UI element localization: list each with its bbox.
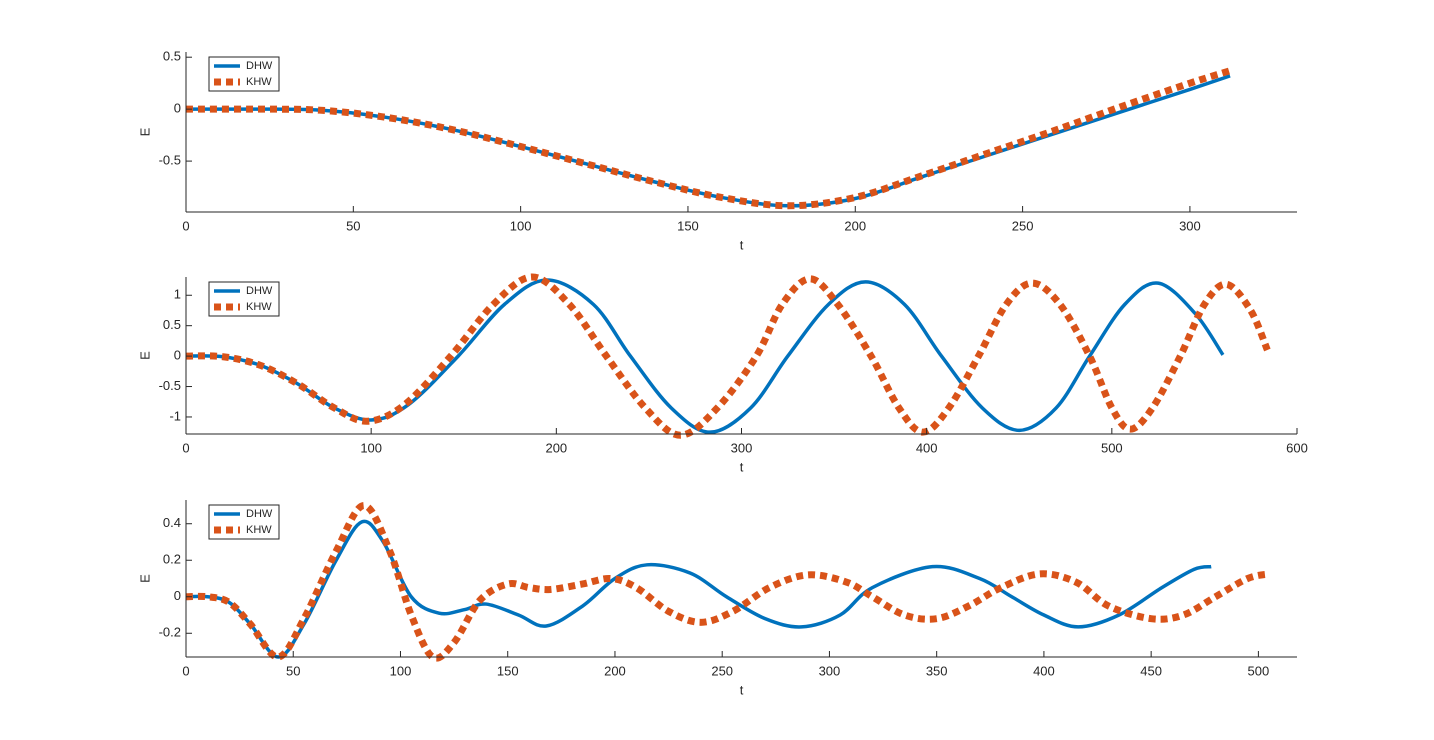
x-tick-label: 400: [1033, 663, 1055, 678]
x-tick-label: 50: [286, 663, 300, 678]
data-line: [185, 519, 1212, 659]
x-tick-label: 450: [1140, 663, 1162, 678]
data-line: [185, 74, 1231, 208]
legend-label: KHW: [246, 301, 272, 313]
y-tick-label: 0: [174, 101, 181, 116]
x-tick-label: 400: [916, 440, 938, 455]
y-tick-label: 1: [174, 287, 181, 302]
data-line: [185, 273, 1271, 439]
y-tick-label: -0.2: [159, 625, 181, 640]
y-tick-label: -0.5: [159, 153, 181, 168]
x-tick-label: 500: [1248, 663, 1270, 678]
x-tick-label: 200: [545, 440, 567, 455]
x-tick-label: 200: [604, 663, 626, 678]
x-tick-label: 0: [182, 218, 189, 233]
x-axis-label: t: [740, 682, 744, 697]
y-tick-label: 0.5: [163, 317, 181, 332]
x-tick-label: 0: [182, 440, 189, 455]
y-tick-label: 0.4: [163, 515, 181, 530]
legend-label: KHW: [246, 76, 272, 88]
x-tick-label: 300: [731, 440, 753, 455]
x-tick-label: 200: [844, 218, 866, 233]
y-axis-label: E: [137, 574, 152, 583]
y-tick-label: -1: [169, 408, 181, 423]
legend-label: DHW: [246, 285, 273, 297]
x-tick-label: 100: [510, 218, 532, 233]
data-line: [185, 278, 1225, 434]
x-tick-label: 350: [926, 663, 948, 678]
y-tick-label: 0.2: [163, 552, 181, 567]
x-tick-label: 250: [1012, 218, 1034, 233]
x-tick-label: 100: [390, 663, 412, 678]
legend-label: KHW: [246, 524, 272, 536]
x-tick-label: 300: [1179, 218, 1201, 233]
x-tick-label: 150: [497, 663, 519, 678]
y-axis-label: E: [137, 127, 152, 136]
y-tick-label: 0: [174, 348, 181, 363]
x-tick-label: 250: [711, 663, 733, 678]
y-tick-label: -0.5: [159, 378, 181, 393]
x-axis-label: t: [740, 459, 744, 474]
data-line: [185, 67, 1232, 210]
y-tick-label: 0.5: [163, 49, 181, 64]
legend-label: DHW: [246, 60, 273, 72]
x-tick-label: 300: [819, 663, 841, 678]
data-line: [185, 501, 1270, 662]
x-tick-label: 150: [677, 218, 699, 233]
x-tick-label: 500: [1101, 440, 1123, 455]
x-tick-label: 0: [182, 663, 189, 678]
legend-label: DHW: [246, 508, 273, 520]
x-tick-label: 600: [1286, 440, 1308, 455]
y-tick-label: 0: [174, 588, 181, 603]
y-axis-label: E: [137, 351, 152, 360]
x-axis-label: t: [740, 237, 744, 252]
x-tick-label: 50: [346, 218, 360, 233]
x-tick-label: 100: [360, 440, 382, 455]
